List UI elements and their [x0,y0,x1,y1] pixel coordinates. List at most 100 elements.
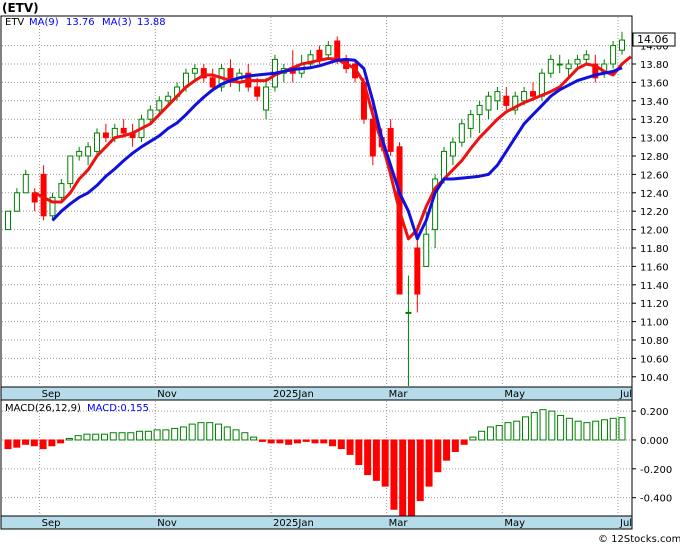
macd-bar [600,419,608,441]
macd-bar [144,430,152,441]
candle-body [441,150,448,180]
candle-body [423,233,430,267]
macd-bar [486,426,494,441]
macd-bar [293,439,301,444]
y-tick-label: 11.60 [640,262,669,273]
candle-body [102,132,109,139]
y-tick-label: 12.00 [640,226,669,237]
macd-x-tick-label: Sep [42,518,61,529]
macd-bar [188,423,196,441]
macd-bar [83,433,91,441]
candle-body [449,141,456,157]
macd-bar [346,439,354,455]
macd-y-tick-label: -0.200 [640,465,672,476]
y-tick-label: 11.00 [640,318,669,329]
macd-y-tick-label: -0.400 [640,494,672,505]
candle-body [405,311,412,314]
macd-bar [179,426,187,441]
candle-body [156,100,163,111]
macd-bar [65,438,73,441]
macd-bar [39,439,47,450]
y-tick-label: 12.40 [640,189,669,200]
macd-legend-value: MACD:0.155 [87,403,149,414]
y-tick-label: 13.60 [640,78,669,89]
candle-body [485,95,492,111]
candle-body [547,58,554,74]
last-price-box [632,32,676,47]
candle-body [521,91,528,102]
macd-bar [372,439,380,481]
candle-body [49,196,56,217]
macd-bar [206,422,214,441]
macd-bar [407,439,415,516]
x-tick-label: May [504,389,525,400]
macd-bar [592,420,600,441]
macd-x-tick-label: Mar [389,518,409,529]
macd-bar [390,439,398,510]
macd-bar [100,433,108,441]
macd-bar [504,422,512,441]
macd-bar [320,439,328,444]
candle-body [76,150,83,157]
macd-bar [276,439,284,444]
macd-bar [311,439,319,444]
chart-title: (ETV) [2,1,39,15]
macd-bar [13,439,21,448]
candle-body [58,183,65,198]
candle-body [583,54,590,60]
candle-body [200,68,207,79]
macd-bar [513,420,521,441]
macd-bar [30,439,38,447]
macd-bar [162,429,170,441]
last-price: 14.06 [637,33,669,46]
macd-bar [215,423,223,441]
macd-x-tick-label: May [504,518,525,529]
macd-x-tick-label: 2025Jan [273,518,314,529]
macd-bar [92,433,100,441]
candle-body [13,192,20,212]
candle-body [22,173,29,194]
candle-body [165,95,172,102]
macd-bar [267,439,275,444]
macd-bar [469,436,477,441]
candle-body [574,58,581,65]
macd-bar [495,425,503,441]
macd-bar [109,432,117,441]
macd-bar [364,439,372,476]
y-tick-label: 12.80 [640,152,669,163]
y-tick-label: 12.60 [640,170,669,181]
candle-body [31,192,38,203]
macd-bar [4,439,12,450]
candle-body [93,132,100,152]
candle-body [191,68,198,74]
macd-bar [223,426,231,441]
macd-bar [57,439,65,444]
candle-body [538,72,545,97]
macd-bar [232,429,240,441]
candle-body [263,86,270,111]
candle-body [67,155,74,185]
candle-body [512,95,519,111]
macd-bar [355,439,363,465]
legend-ma3-value: 13.88 [137,17,166,28]
candle-body [414,247,421,295]
y-tick-label: 12.20 [640,207,669,218]
macd-bar [478,430,486,441]
macd-bar [399,439,407,520]
x-tick-label: Sep [42,389,61,400]
macd-bar [197,422,205,441]
candle-body [316,49,323,60]
macd-bar [574,420,582,441]
macd-bar [609,417,617,441]
macd-bar [548,410,556,441]
candle-body [610,45,617,65]
macd-bar [583,422,591,441]
candle-body [592,63,599,79]
candle-body [494,91,501,102]
macd-y-tick-label: 0.000 [640,436,669,447]
macd-bar [451,439,459,453]
legend-ticker: ETV [5,17,24,28]
macd-bar [565,417,573,441]
candle-body [530,91,537,97]
